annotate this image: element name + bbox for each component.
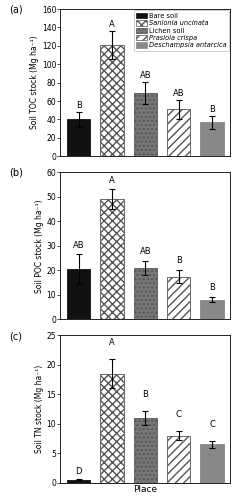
Text: B: B [176, 256, 182, 266]
Text: (b): (b) [9, 168, 23, 178]
Bar [167, 276, 190, 320]
Bar [67, 120, 90, 156]
Y-axis label: Soil TN stock (Mg ha⁻¹): Soil TN stock (Mg ha⁻¹) [35, 365, 44, 453]
Text: A: A [109, 176, 115, 184]
Text: AB: AB [140, 71, 151, 80]
Legend: Bare soil, Sanionia uncinata, Lichen soil, Prasiola crispa, Deschampsia antarcic: Bare soil, Sanionia uncinata, Lichen soi… [134, 10, 229, 51]
Text: AB: AB [140, 246, 151, 256]
Text: A: A [109, 20, 115, 30]
Bar [101, 45, 124, 156]
Y-axis label: Soil TOC stock (Mg ha⁻¹): Soil TOC stock (Mg ha⁻¹) [30, 36, 39, 130]
Text: B: B [209, 284, 215, 292]
Y-axis label: Soil POC stock (Mg ha⁻¹): Soil POC stock (Mg ha⁻¹) [35, 199, 44, 292]
Bar [167, 110, 190, 156]
Bar [101, 374, 124, 482]
Bar [67, 480, 90, 482]
Text: A: A [109, 338, 115, 347]
Text: (a): (a) [9, 4, 23, 15]
Bar [134, 418, 157, 482]
X-axis label: Place: Place [133, 486, 157, 494]
Text: AB: AB [73, 240, 84, 250]
Text: C: C [176, 410, 182, 419]
Text: D: D [76, 467, 82, 476]
Bar [200, 444, 224, 482]
Bar [167, 436, 190, 482]
Bar [134, 268, 157, 320]
Text: B: B [143, 390, 148, 399]
Text: B: B [209, 105, 215, 114]
Bar [134, 93, 157, 156]
Text: B: B [76, 102, 82, 110]
Bar [101, 199, 124, 320]
Text: (c): (c) [9, 331, 22, 341]
Text: C: C [209, 420, 215, 429]
Text: AB: AB [173, 90, 185, 98]
Bar [200, 122, 224, 156]
Bar [200, 300, 224, 320]
Bar [67, 269, 90, 320]
